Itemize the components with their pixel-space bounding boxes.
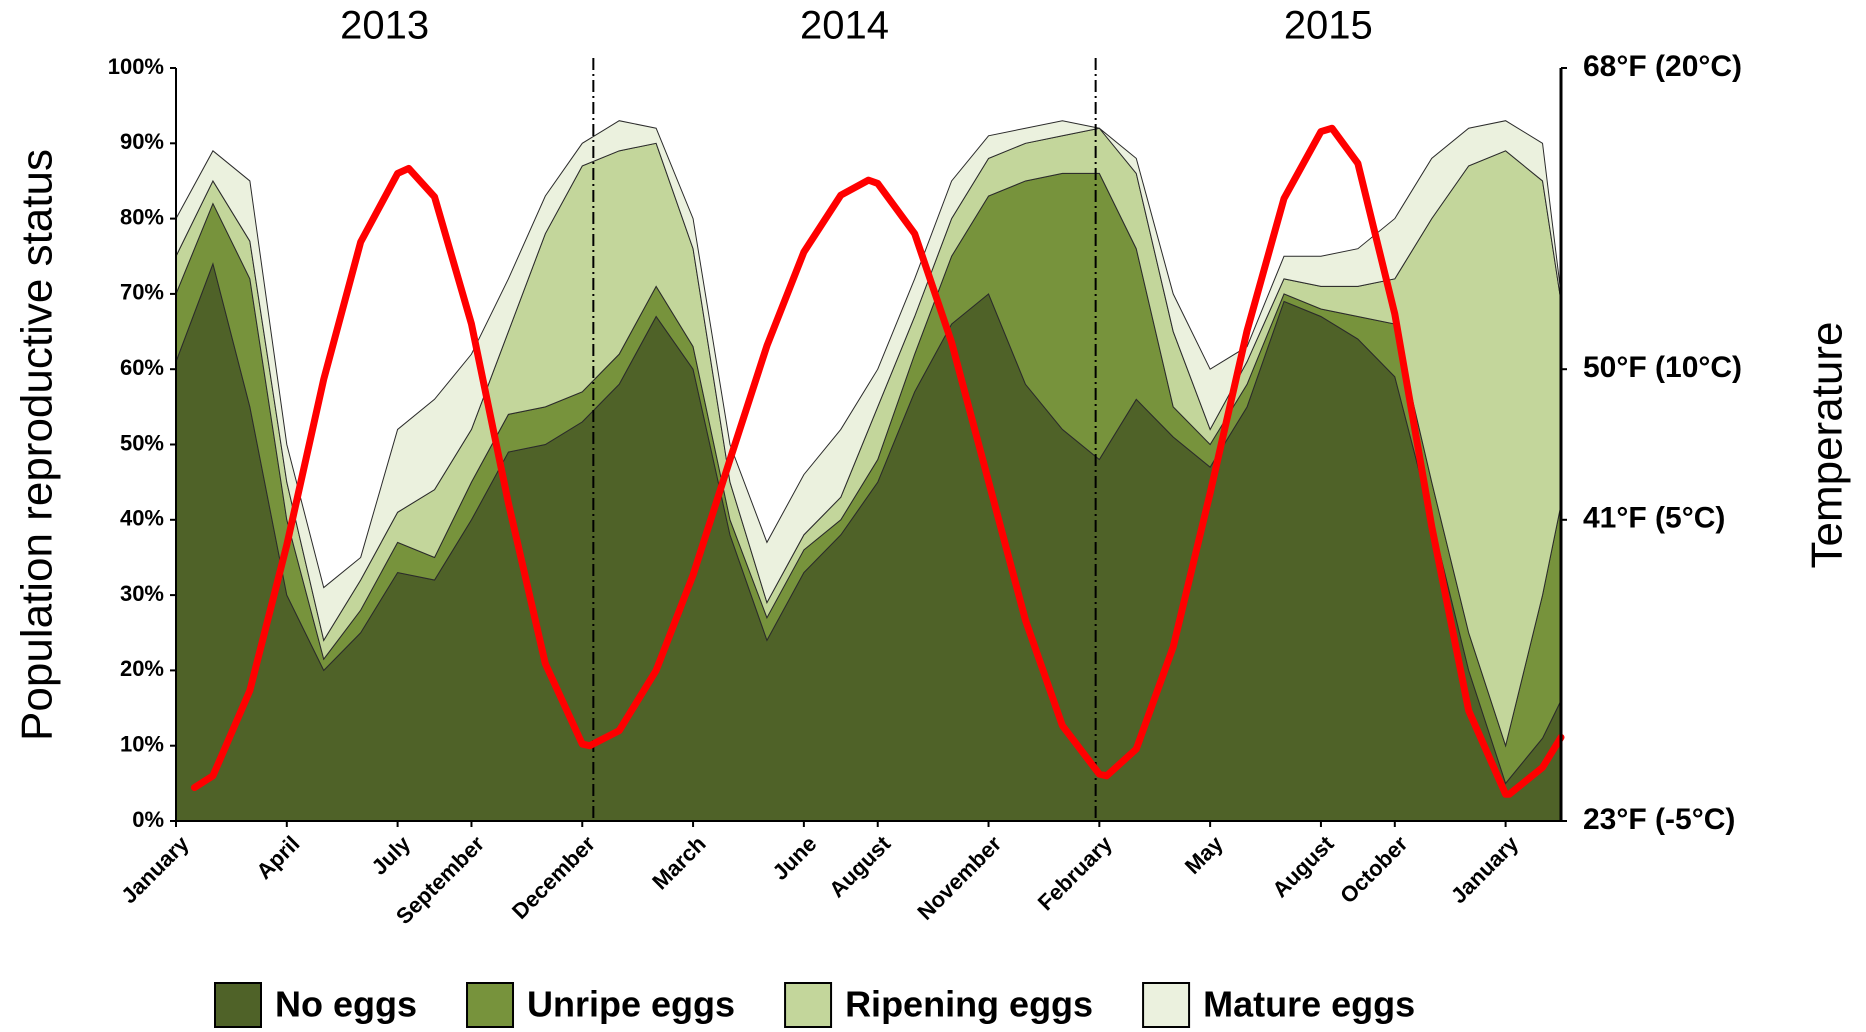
legend-label: Mature eggs (1203, 984, 1415, 1025)
legend-swatch (214, 982, 262, 1028)
y-tick-label: 10% (120, 732, 164, 757)
y-tick-label: 20% (120, 656, 164, 681)
legend-label: Unripe eggs (527, 984, 735, 1025)
y2-axis-title: Temperature (1803, 321, 1852, 568)
y-tick-label: 90% (120, 129, 164, 154)
x-tick-label: January (116, 830, 194, 908)
legend-swatch (466, 982, 515, 1028)
legend-swatch (784, 982, 833, 1028)
y2-tick-label: 23°F (-5°C) (1583, 803, 1735, 836)
x-tick-label: March (647, 831, 710, 894)
y-tick-label: 100% (108, 54, 164, 79)
year-label: 2013 (340, 4, 429, 48)
y-tick-label: 30% (120, 581, 164, 606)
year-label: 2014 (800, 4, 889, 48)
y-tick-label: 0% (132, 807, 164, 832)
legend-swatch (1142, 982, 1191, 1028)
x-tick-label: October (1335, 831, 1413, 909)
legend: No eggs Unripe eggs Ripening eggs Mature eg… (214, 982, 1415, 1028)
x-tick-label: February (1033, 830, 1118, 915)
y-tick-label: 60% (120, 355, 164, 380)
y2-tick-label: 41°F (5°C) (1583, 502, 1725, 535)
legend-label: Ripening eggs (845, 984, 1093, 1025)
legend-label: No eggs (275, 984, 417, 1025)
x-tick-label: June (768, 831, 822, 885)
x-tick-label: April (251, 831, 304, 884)
y-tick-label: 70% (120, 280, 164, 305)
y2-tick-label: 50°F (10°C) (1583, 351, 1742, 384)
temperature-line (190, 124, 1565, 798)
x-tick-label: May (1180, 830, 1228, 878)
x-tick-label: August (1267, 830, 1339, 902)
x-tick-label: November (912, 831, 1006, 925)
x-tick-label: December (507, 831, 600, 924)
x-tick-label: January (1446, 830, 1524, 908)
y-tick-label: 40% (120, 506, 164, 531)
y-tick-label: 80% (120, 204, 164, 229)
x-tick-label: August (824, 830, 896, 902)
y2-tick-label: 68°F (20°C) (1583, 50, 1742, 83)
year-label: 2015 (1284, 4, 1373, 48)
y-axis-title: Population reproductive status (13, 149, 62, 741)
y-tick-label: 50% (120, 430, 164, 455)
x-tick-label: July (366, 830, 415, 879)
